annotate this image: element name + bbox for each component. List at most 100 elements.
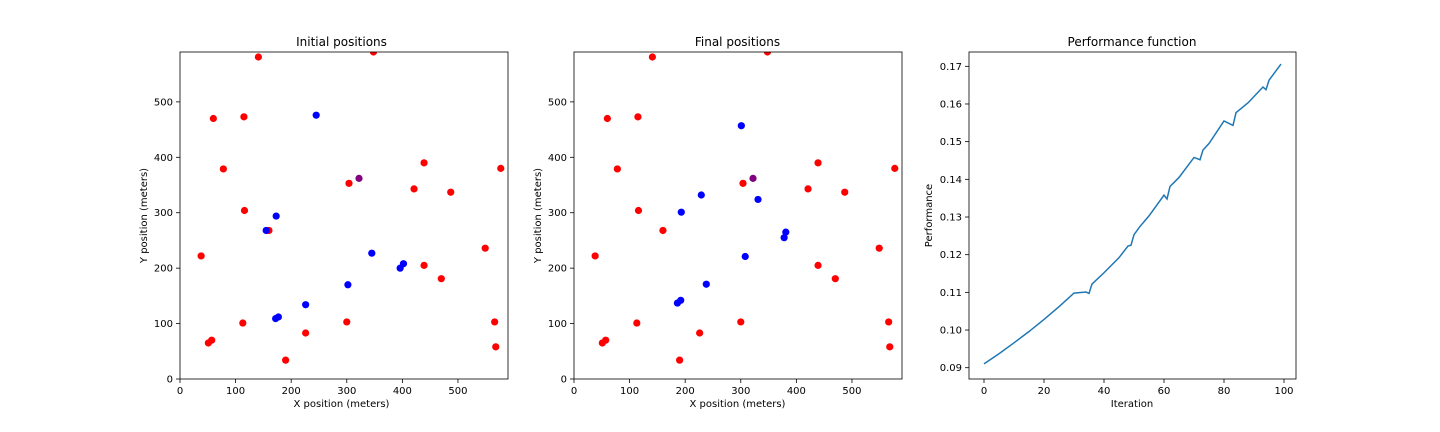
y-tick-label: 0.11 bbox=[940, 288, 962, 299]
scatter-point bbox=[634, 113, 642, 121]
scatter-point bbox=[633, 319, 641, 327]
scatter-point bbox=[739, 179, 747, 187]
scatter-point bbox=[741, 252, 749, 261]
scatter-point bbox=[634, 206, 643, 215]
data-layer bbox=[983, 63, 1282, 365]
y-tick-label: 0.13 bbox=[940, 213, 962, 224]
scatter-point bbox=[814, 159, 822, 167]
x-tick-label: 300 bbox=[337, 386, 356, 397]
scatter-point bbox=[437, 275, 445, 283]
scatter-point bbox=[648, 53, 656, 61]
x-tick-label: 100 bbox=[1274, 386, 1293, 397]
scatter-point bbox=[343, 318, 351, 326]
scatter-point bbox=[676, 356, 684, 364]
scatter-point bbox=[420, 159, 428, 167]
scatter-point bbox=[603, 114, 611, 123]
x-tick-label: 500 bbox=[448, 386, 467, 397]
data-layer bbox=[197, 52, 505, 364]
y-tick-label: 100 bbox=[548, 319, 567, 330]
scatter-point bbox=[677, 296, 685, 304]
y-tick-label: 0.16 bbox=[940, 99, 962, 110]
scatter-point bbox=[780, 234, 788, 242]
x-tick-label: 0 bbox=[571, 386, 577, 397]
scatter-point bbox=[831, 275, 839, 283]
scatter-point bbox=[239, 319, 247, 327]
y-tick-label: 300 bbox=[154, 208, 173, 219]
axes-frame bbox=[968, 51, 1297, 380]
y-tick-label: 0 bbox=[167, 375, 173, 386]
panel-initial-positions: Initial positions X position (meters) Y … bbox=[139, 35, 509, 410]
y-axis-label: Performance bbox=[924, 184, 935, 247]
x-axis-label: Iteration bbox=[1111, 399, 1153, 410]
scatter-point bbox=[274, 313, 282, 321]
x-tick-label: 0 bbox=[177, 386, 183, 397]
x-tick-label: 200 bbox=[676, 386, 695, 397]
y-tick-label: 300 bbox=[548, 208, 567, 219]
x-tick-label: 60 bbox=[1158, 386, 1171, 397]
x-tick-label: 500 bbox=[842, 386, 861, 397]
scatter-point bbox=[659, 226, 667, 235]
scatter-point bbox=[420, 261, 428, 269]
scatter-point bbox=[677, 208, 685, 216]
chart-title: Initial positions bbox=[296, 35, 387, 49]
scatter-point bbox=[591, 252, 599, 260]
scatter-point bbox=[602, 336, 610, 344]
scatter-point bbox=[355, 174, 363, 182]
x-tick-label: 40 bbox=[1098, 386, 1111, 397]
scatter-point bbox=[208, 336, 216, 344]
scatter-point bbox=[302, 329, 310, 337]
scatter-point bbox=[497, 164, 505, 172]
x-tick-label: 100 bbox=[620, 386, 639, 397]
chart-title: Final positions bbox=[695, 35, 780, 49]
scatter-point bbox=[891, 164, 899, 172]
x-tick-label: 200 bbox=[282, 386, 301, 397]
y-tick-label: 200 bbox=[154, 264, 173, 275]
scatter-point bbox=[841, 188, 849, 196]
scatter-point bbox=[814, 261, 822, 269]
scatter-point bbox=[302, 301, 310, 309]
scatter-point bbox=[737, 122, 745, 130]
series-line bbox=[983, 63, 1282, 365]
axes-frame bbox=[573, 51, 903, 380]
scatter-point bbox=[782, 228, 790, 236]
y-tick-label: 200 bbox=[548, 264, 567, 275]
y-tick-label: 400 bbox=[548, 153, 567, 164]
scatter-point bbox=[697, 191, 705, 199]
axes-frame bbox=[179, 51, 509, 380]
y-tick-label: 100 bbox=[154, 319, 173, 330]
scatter-point bbox=[240, 206, 249, 215]
y-axis-label: Y position (meters) bbox=[533, 168, 544, 264]
scatter-point bbox=[875, 244, 883, 252]
scatter-point bbox=[447, 188, 455, 196]
scatter-point bbox=[262, 226, 270, 235]
y-tick-label: 0.14 bbox=[940, 175, 962, 186]
chart-title: Performance function bbox=[1068, 35, 1197, 49]
scatter-point bbox=[254, 53, 262, 61]
y-tick-label: 0.17 bbox=[940, 62, 962, 73]
scatter-point bbox=[369, 52, 378, 56]
y-tick-label: 0.09 bbox=[940, 363, 962, 374]
x-tick-label: 80 bbox=[1218, 386, 1231, 397]
panel-final-positions: Final positions X position (meters) Y po… bbox=[533, 35, 903, 410]
y-tick-label: 500 bbox=[154, 97, 173, 108]
scatter-point bbox=[491, 318, 499, 326]
y-tick-label: 0 bbox=[561, 375, 567, 386]
x-axis-label: X position (meters) bbox=[690, 399, 786, 410]
scatter-point bbox=[410, 185, 418, 193]
scatter-point bbox=[804, 185, 812, 193]
x-tick-label: 20 bbox=[1038, 386, 1051, 397]
x-tick-label: 400 bbox=[787, 386, 806, 397]
x-tick-label: 100 bbox=[226, 386, 245, 397]
scatter-point bbox=[492, 343, 500, 351]
scatter-point bbox=[885, 318, 893, 326]
scatter-point bbox=[886, 343, 894, 351]
scatter-point bbox=[399, 260, 408, 268]
x-tick-label: 0 bbox=[981, 386, 987, 397]
panel-performance-function: Performance function Iteration Performan… bbox=[924, 35, 1297, 410]
y-tick-label: 500 bbox=[548, 97, 567, 108]
scatter-point bbox=[749, 174, 757, 182]
scatter-point bbox=[219, 165, 227, 173]
scatter-point bbox=[282, 356, 290, 364]
scatter-point bbox=[754, 195, 762, 204]
